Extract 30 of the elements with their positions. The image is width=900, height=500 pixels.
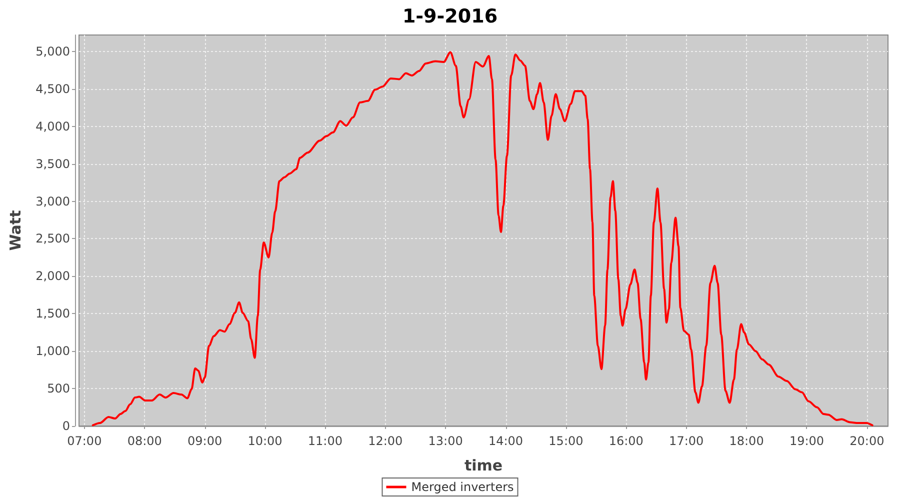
x-tick-label: 19:00 (789, 434, 824, 448)
x-tick-label: 20:00 (850, 434, 884, 448)
x-tick-label: 11:00 (308, 434, 342, 448)
x-axis-title: time (464, 456, 503, 474)
y-tick-label: 500 (47, 382, 70, 396)
y-tick-label: 3,500 (36, 156, 70, 171)
legend-label: Merged inverters (411, 480, 514, 494)
x-tick-label: 10:00 (248, 434, 282, 448)
y-tick-label: 2,000 (36, 269, 70, 284)
x-tick-label: 07:00 (67, 434, 102, 448)
x-tick-label: 09:00 (188, 434, 222, 448)
line-series (92, 51, 874, 426)
y-tick-label: 1,000 (36, 344, 70, 358)
y-axis-title: Watt (6, 210, 24, 251)
y-tick-label: 2,500 (36, 232, 70, 246)
y-tick-label: 4,500 (36, 82, 70, 96)
chart-title: 1-9-2016 (402, 6, 498, 28)
y-tick-label: 4,000 (36, 119, 70, 134)
y-tick-label: 1,500 (36, 306, 70, 321)
x-tick-label: 16:00 (608, 434, 644, 448)
y-tick-label: 3,000 (36, 194, 70, 208)
x-tick-label: 13:00 (428, 434, 463, 448)
y-tick-label: 0 (62, 419, 70, 433)
x-tick-label: 08:00 (127, 434, 162, 448)
x-tick-label: 15:00 (548, 434, 584, 448)
x-tick-label: 14:00 (488, 434, 524, 448)
x-tick-label: 18:00 (729, 434, 764, 448)
y-tick-label: 5,000 (36, 44, 70, 58)
x-tick-label: 12:00 (368, 434, 403, 448)
x-tick-label: 17:00 (669, 434, 704, 448)
